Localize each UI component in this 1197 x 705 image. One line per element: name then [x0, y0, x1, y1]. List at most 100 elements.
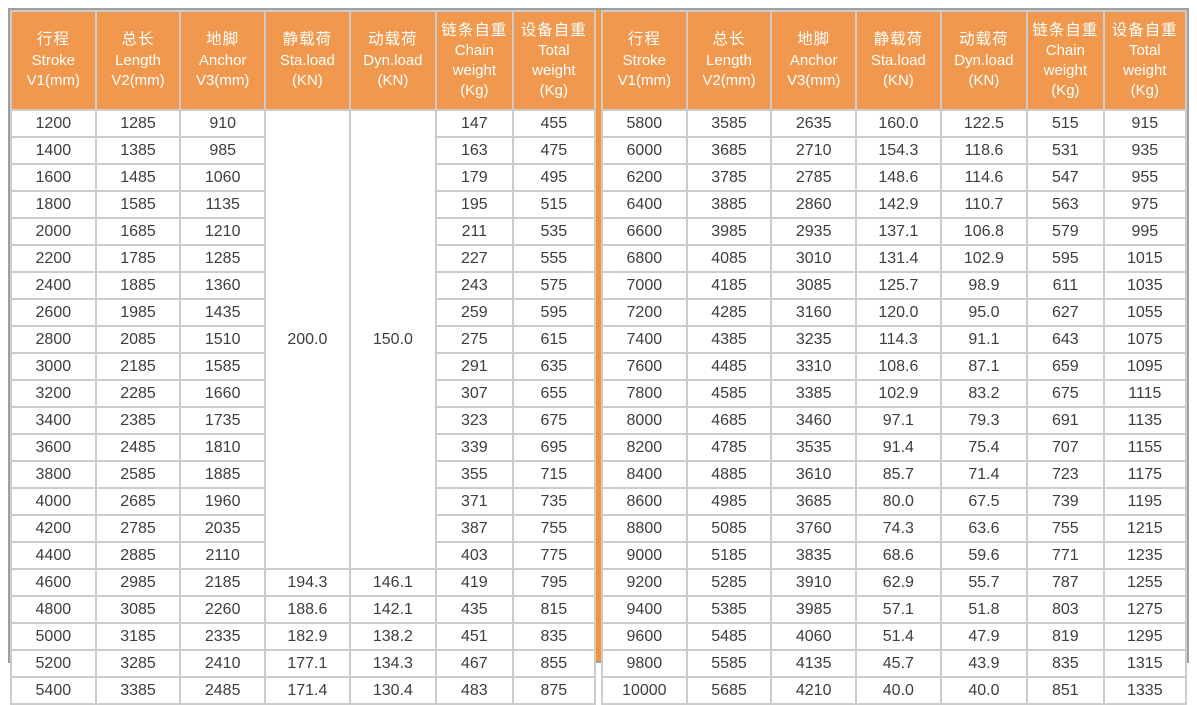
cell-total-weight: 575 [511, 271, 597, 300]
table-row: 4400 2885 2110 403 775 [10, 541, 597, 570]
cell-total-weight: 635 [511, 352, 597, 381]
cell-length: 2085 [94, 325, 182, 354]
cell-dyn-load: 146.1 [348, 568, 438, 597]
cell-chain-weight: 403 [435, 541, 514, 570]
cell-anchor: 1435 [179, 298, 267, 327]
cell-anchor: 3985 [770, 595, 858, 624]
cell-dyn-load: 130.4 [348, 676, 438, 705]
cell-total-weight: 655 [511, 379, 597, 408]
cell-stroke: 8000 [601, 406, 688, 435]
cell-length: 4785 [685, 433, 773, 462]
table-row: 7000 4185 3085 125.7 98.9 611 1035 [601, 271, 1188, 300]
cell-anchor: 2335 [179, 622, 267, 651]
header-sta-load: 静载荷 Sta.load (KN) [264, 10, 351, 111]
table-row: 2200 1785 1285 227 555 [10, 244, 597, 273]
table-row: 8200 4785 3535 91.4 75.4 707 1155 [601, 433, 1188, 462]
cell-sta-load: 148.6 [855, 163, 942, 192]
cell-dyn-load: 114.6 [939, 163, 1029, 192]
cell-stroke: 7400 [601, 325, 688, 354]
table-row: 4600 2985 2185 194.3 146.1 419 795 [10, 568, 597, 597]
cell-total-weight: 915 [1102, 109, 1188, 138]
table-row: 4200 2785 2035 387 755 [10, 514, 597, 543]
header-dyn-load: 动载荷 Dyn.load (KN) [348, 10, 438, 111]
cell-length: 3085 [94, 595, 182, 624]
cell-stroke: 9000 [601, 541, 688, 570]
cell-sta-load: 131.4 [855, 244, 942, 273]
cell-length: 1885 [94, 271, 182, 300]
cell-anchor: 2410 [179, 649, 267, 678]
cell-dyn-load: 59.6 [939, 541, 1029, 570]
cell-stroke: 10000 [601, 676, 688, 705]
cell-sta-load: 102.9 [855, 379, 942, 408]
spec-table-right: 行程 Stroke V1(mm) 总长 Length V2(mm) 地脚 Anchor V3(m… [601, 10, 1188, 705]
cell-dyn-load: 75.4 [939, 433, 1029, 462]
cell-chain-weight: 851 [1026, 676, 1105, 705]
cell-sta-load: 74.3 [855, 514, 942, 543]
cell-chain-weight: 467 [435, 649, 514, 678]
cell-chain-weight: 355 [435, 460, 514, 489]
table-row: 4000 2685 1960 371 735 [10, 487, 597, 516]
cell-sta-load: 91.4 [855, 433, 942, 462]
cell-length: 1285 [94, 109, 182, 138]
cell-length: 1785 [94, 244, 182, 273]
cell-total-weight: 1315 [1102, 649, 1188, 678]
cell-chain-weight: 371 [435, 487, 514, 516]
cell-total-weight: 555 [511, 244, 597, 273]
cell-length: 1585 [94, 190, 182, 219]
cell-chain-weight: 291 [435, 352, 514, 381]
cell-dyn-load: 87.1 [939, 352, 1029, 381]
cell-length: 2185 [94, 352, 182, 381]
cell-dyn-load: 98.9 [939, 271, 1029, 300]
cell-total-weight: 795 [511, 568, 597, 597]
cell-chain-weight: 595 [1026, 244, 1105, 273]
cell-stroke: 2800 [10, 325, 97, 354]
table-row: 6000 3685 2710 154.3 118.6 531 935 [601, 136, 1188, 165]
cell-anchor: 3910 [770, 568, 858, 597]
cell-length: 3385 [94, 676, 182, 705]
cell-chain-weight: 611 [1026, 271, 1105, 300]
cell-dyn-load: 79.3 [939, 406, 1029, 435]
cell-length: 3285 [94, 649, 182, 678]
table-row: 5400 3385 2485 171.4 130.4 483 875 [10, 676, 597, 705]
cell-sta-load: 171.4 [264, 676, 351, 705]
cell-total-weight: 475 [511, 136, 597, 165]
cell-length: 4285 [685, 298, 773, 327]
cell-anchor: 3160 [770, 298, 858, 327]
cell-total-weight: 615 [511, 325, 597, 354]
header-sta-load: 静载荷 Sta.load (KN) [855, 10, 942, 111]
cell-anchor: 1060 [179, 163, 267, 192]
cell-length: 1985 [94, 298, 182, 327]
cell-length: 2585 [94, 460, 182, 489]
cell-chain-weight: 451 [435, 622, 514, 651]
cell-stroke: 4800 [10, 595, 97, 624]
cell-anchor: 1585 [179, 352, 267, 381]
cell-length: 5685 [685, 676, 773, 705]
cell-length: 1385 [94, 136, 182, 165]
cell-total-weight: 1055 [1102, 298, 1188, 327]
header-row: 行程 Stroke V1(mm) 总长 Length V2(mm) 地脚 Anchor V3(m… [601, 10, 1188, 111]
cell-total-weight: 975 [1102, 190, 1188, 219]
cell-total-weight: 1135 [1102, 406, 1188, 435]
cell-chain-weight: 211 [435, 217, 514, 246]
table-row: 3600 2485 1810 339 695 [10, 433, 597, 462]
table-row: 9000 5185 3835 68.6 59.6 771 1235 [601, 541, 1188, 570]
cell-length: 2785 [94, 514, 182, 543]
cell-length: 5085 [685, 514, 773, 543]
cell-dyn-load: 51.8 [939, 595, 1029, 624]
cell-total-weight: 1015 [1102, 244, 1188, 273]
cell-sta-load: 125.7 [855, 271, 942, 300]
cell-total-weight: 1095 [1102, 352, 1188, 381]
cell-chain-weight: 483 [435, 676, 514, 705]
cell-dyn-load: 122.5 [939, 109, 1029, 138]
cell-dyn-load: 91.1 [939, 325, 1029, 354]
cell-anchor: 3385 [770, 379, 858, 408]
cell-total-weight: 1175 [1102, 460, 1188, 489]
cell-chain-weight: 515 [1026, 109, 1105, 138]
cell-chain-weight: 259 [435, 298, 514, 327]
cell-stroke: 1400 [10, 136, 97, 165]
cell-anchor: 2260 [179, 595, 267, 624]
cell-sta-load: 51.4 [855, 622, 942, 651]
cell-stroke: 3400 [10, 406, 97, 435]
header-anchor: 地脚 Anchor V3(mm) [179, 10, 267, 111]
cell-anchor: 1285 [179, 244, 267, 273]
